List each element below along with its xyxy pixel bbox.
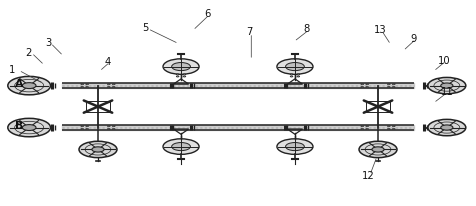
- Circle shape: [366, 125, 368, 127]
- Circle shape: [361, 87, 364, 88]
- Circle shape: [297, 74, 300, 75]
- Circle shape: [176, 76, 179, 77]
- Text: 13: 13: [374, 25, 387, 35]
- Circle shape: [428, 119, 466, 136]
- Circle shape: [81, 125, 84, 127]
- Circle shape: [441, 83, 453, 88]
- Circle shape: [359, 141, 397, 158]
- Text: 4: 4: [104, 57, 110, 67]
- Circle shape: [86, 84, 89, 85]
- Circle shape: [108, 128, 110, 130]
- Circle shape: [441, 125, 453, 130]
- Text: 5: 5: [142, 23, 149, 33]
- Bar: [86, 101, 110, 112]
- Circle shape: [112, 128, 115, 130]
- Circle shape: [366, 84, 368, 85]
- Circle shape: [392, 125, 395, 127]
- Circle shape: [183, 74, 186, 75]
- Circle shape: [81, 84, 84, 85]
- Circle shape: [108, 125, 110, 127]
- Circle shape: [8, 76, 50, 95]
- Circle shape: [277, 139, 313, 154]
- Circle shape: [22, 125, 36, 130]
- Circle shape: [376, 106, 380, 108]
- Circle shape: [81, 128, 84, 130]
- Text: 9: 9: [410, 34, 417, 43]
- Circle shape: [286, 63, 304, 71]
- Circle shape: [108, 87, 110, 88]
- Circle shape: [286, 143, 304, 151]
- Circle shape: [172, 143, 190, 151]
- Circle shape: [96, 106, 100, 108]
- Circle shape: [387, 128, 390, 130]
- Circle shape: [387, 84, 390, 85]
- Circle shape: [361, 125, 364, 127]
- Circle shape: [372, 147, 384, 152]
- Circle shape: [277, 59, 313, 74]
- Circle shape: [79, 141, 117, 158]
- Circle shape: [392, 84, 395, 85]
- Circle shape: [428, 77, 466, 94]
- Circle shape: [112, 84, 115, 85]
- Text: 1: 1: [9, 65, 15, 75]
- Circle shape: [366, 128, 368, 130]
- Circle shape: [392, 128, 395, 130]
- Circle shape: [183, 76, 186, 77]
- Circle shape: [86, 125, 89, 127]
- Bar: [366, 101, 390, 112]
- Circle shape: [290, 74, 293, 75]
- Circle shape: [387, 87, 390, 88]
- Text: B: B: [15, 121, 23, 131]
- Text: 6: 6: [204, 9, 210, 19]
- Circle shape: [176, 74, 179, 75]
- Circle shape: [112, 87, 115, 88]
- Circle shape: [163, 139, 199, 154]
- Circle shape: [366, 87, 368, 88]
- Circle shape: [163, 59, 199, 74]
- Circle shape: [86, 87, 89, 88]
- Circle shape: [290, 76, 293, 77]
- Circle shape: [361, 84, 364, 85]
- Circle shape: [108, 84, 110, 85]
- Text: 8: 8: [304, 24, 310, 34]
- Circle shape: [22, 83, 36, 89]
- Text: 12: 12: [362, 171, 375, 181]
- Circle shape: [81, 87, 84, 88]
- Circle shape: [297, 76, 300, 77]
- Circle shape: [392, 87, 395, 88]
- Text: 11: 11: [440, 87, 453, 97]
- Circle shape: [86, 128, 89, 130]
- Circle shape: [92, 147, 104, 152]
- Text: 10: 10: [438, 56, 451, 66]
- Circle shape: [8, 118, 50, 137]
- Text: 7: 7: [247, 27, 253, 37]
- Text: A: A: [15, 79, 23, 89]
- Text: 3: 3: [45, 38, 51, 48]
- Circle shape: [112, 125, 115, 127]
- Text: 2: 2: [25, 48, 31, 58]
- Circle shape: [361, 128, 364, 130]
- Circle shape: [387, 125, 390, 127]
- Circle shape: [172, 63, 190, 71]
